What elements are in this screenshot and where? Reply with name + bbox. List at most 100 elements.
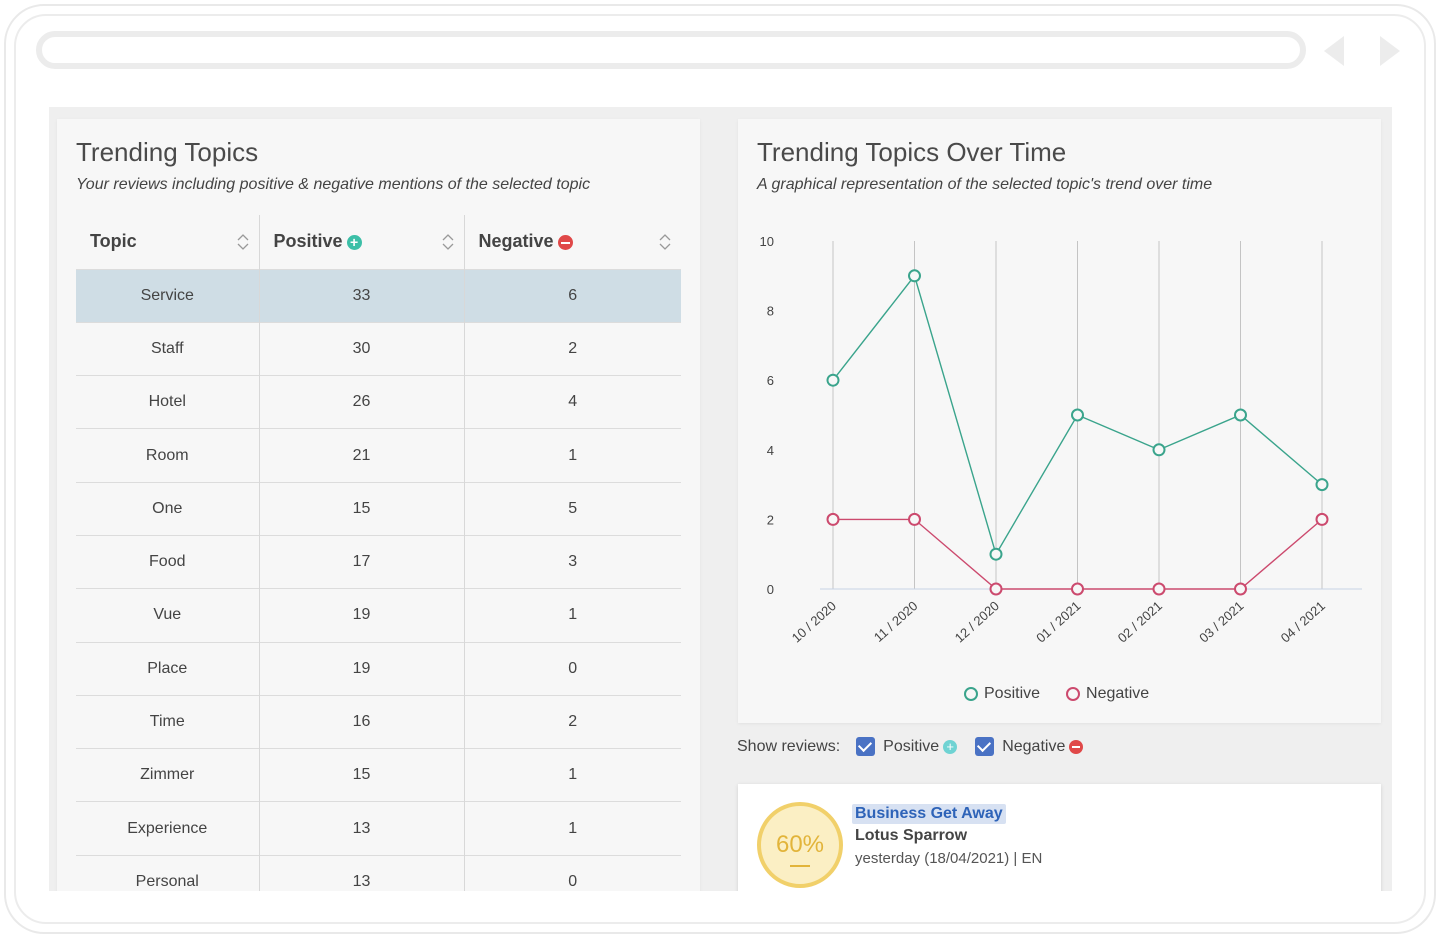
negative-checkbox[interactable]	[975, 737, 995, 756]
negative-checkbox-label[interactable]: Negative	[1002, 737, 1066, 755]
column-header-label: Positive	[273, 231, 343, 252]
legend-item-negative[interactable]: Negative	[1066, 685, 1149, 703]
x-tick-label: 01 / 2021	[1033, 598, 1083, 645]
score-value: 60%	[775, 831, 825, 858]
negative-cell: 5	[464, 481, 681, 536]
device-inner-frame	[14, 14, 1426, 924]
topic-cell: Place	[76, 641, 260, 696]
data-point-negative	[989, 582, 1003, 596]
data-point-negative	[1152, 582, 1166, 596]
data-point-positive	[908, 269, 921, 283]
review-tag[interactable]: Business Get Away	[852, 804, 1006, 824]
trend-chart-subtitle: A graphical representation of the select…	[757, 176, 1213, 193]
plus-circle-icon: +	[943, 739, 958, 754]
x-tick-label: 04 / 2021	[1278, 598, 1328, 645]
column-header-label: Negative	[478, 231, 554, 252]
table-row[interactable]: One 15 5	[76, 481, 681, 536]
data-point-negative	[908, 512, 921, 526]
table-row[interactable]: Personal 13 0	[76, 854, 681, 891]
review-card[interactable]: 60% Business Get Away Lotus Sparrow yest…	[738, 784, 1381, 891]
topic-cell: Food	[76, 534, 260, 589]
data-point-negative	[1234, 582, 1247, 596]
chart-legend: Positive Negative	[964, 685, 1149, 703]
topic-cell: Hotel	[76, 375, 260, 429]
score-divider	[790, 865, 810, 867]
negative-cell: 1	[464, 748, 681, 802]
topics-table: Topic Positive + Negative Service	[76, 215, 681, 891]
table-row[interactable]: Zimmer 15 1	[76, 748, 681, 802]
data-point-positive	[1152, 443, 1166, 457]
positive-cell: 13	[259, 854, 465, 891]
y-tick-label: 8	[767, 304, 774, 319]
table-row[interactable]: Place 19 0	[76, 641, 681, 696]
forward-arrow-icon[interactable]	[1380, 36, 1400, 66]
table-row[interactable]: Experience 13 1	[76, 801, 681, 856]
show-reviews-filter: Show reviews: Positive + Negative	[737, 737, 1084, 756]
table-row[interactable]: Service 33 6	[76, 268, 681, 323]
positive-cell: 19	[259, 588, 465, 643]
topic-cell: Experience	[76, 801, 260, 856]
trend-line-chart: 0 2 4 6 8 10 10 / 2020 11 / 2020 12 / 2020 01 / 2…	[760, 234, 1362, 646]
dashboard-page: Trending Topics Your reviews including p…	[49, 107, 1392, 891]
legend-label: Positive	[984, 685, 1041, 702]
topic-cell: Room	[76, 428, 260, 483]
address-bar[interactable]	[36, 31, 1306, 69]
data-point-negative	[1315, 512, 1329, 526]
positive-cell: 17	[259, 534, 465, 589]
plus-circle-icon: +	[346, 235, 362, 250]
y-tick-label: 10	[760, 234, 774, 249]
score-badge: 60%	[757, 802, 843, 888]
data-point-positive	[826, 373, 840, 387]
review-author: Lotus Sparrow	[855, 827, 968, 844]
trending-topics-title: Trending Topics	[76, 137, 259, 167]
negative-cell: 2	[464, 694, 681, 749]
sort-icon[interactable]	[442, 233, 454, 251]
table-row[interactable]: Hotel 26 4	[76, 375, 681, 429]
data-point-positive	[1234, 408, 1247, 422]
data-point-positive	[1315, 478, 1329, 492]
positive-cell: 26	[259, 375, 465, 429]
sort-icon[interactable]	[237, 233, 249, 251]
minus-circle-icon	[557, 235, 573, 250]
topic-cell: Vue	[76, 588, 260, 643]
column-header-positive[interactable]: Positive +	[259, 215, 465, 269]
negative-cell: 0	[464, 854, 681, 891]
table-row[interactable]: Time 16 2	[76, 694, 681, 749]
topic-cell: One	[76, 481, 260, 536]
column-header-topic[interactable]: Topic	[76, 215, 260, 269]
legend-label: Negative	[1086, 685, 1150, 702]
y-tick-label: 2	[767, 512, 774, 527]
trending-topics-card: Trending Topics Your reviews including p…	[57, 119, 700, 891]
data-point-negative	[826, 512, 840, 526]
negative-cell: 1	[464, 428, 681, 483]
legend-item-positive[interactable]: Positive	[964, 685, 1040, 703]
table-row[interactable]: Staff 30 2	[76, 321, 681, 376]
column-header-negative[interactable]: Negative	[464, 215, 681, 269]
positive-cell: 13	[259, 801, 465, 856]
x-tick-label: 12 / 2020	[952, 598, 1002, 645]
negative-cell: 0	[464, 641, 681, 696]
show-reviews-label: Show reviews:	[737, 737, 841, 755]
topic-cell: Personal	[76, 854, 260, 891]
positive-cell: 19	[259, 641, 465, 696]
sort-icon[interactable]	[659, 233, 671, 251]
positive-cell: 16	[259, 694, 465, 749]
table-row[interactable]: Vue 19 1	[76, 588, 681, 643]
minus-circle-icon	[1069, 739, 1084, 754]
data-point-negative	[1071, 582, 1084, 596]
data-point-positive	[1071, 408, 1084, 422]
data-point-positive	[989, 547, 1003, 561]
negative-cell: 1	[464, 801, 681, 856]
negative-cell: 4	[464, 375, 681, 429]
back-arrow-icon[interactable]	[1324, 36, 1344, 66]
y-tick-label: 0	[767, 582, 774, 597]
positive-cell: 15	[259, 748, 465, 802]
positive-checkbox-label[interactable]: Positive	[883, 737, 940, 755]
table-row[interactable]: Food 17 3	[76, 534, 681, 589]
topic-cell: Time	[76, 694, 260, 749]
positive-checkbox[interactable]	[856, 737, 876, 756]
table-row[interactable]: Room 21 1	[76, 428, 681, 483]
negative-cell: 2	[464, 321, 681, 376]
trend-chart-card: Trending Topics Over Time A graphical re…	[738, 119, 1381, 723]
x-tick-label: 03 / 2021	[1196, 598, 1246, 645]
